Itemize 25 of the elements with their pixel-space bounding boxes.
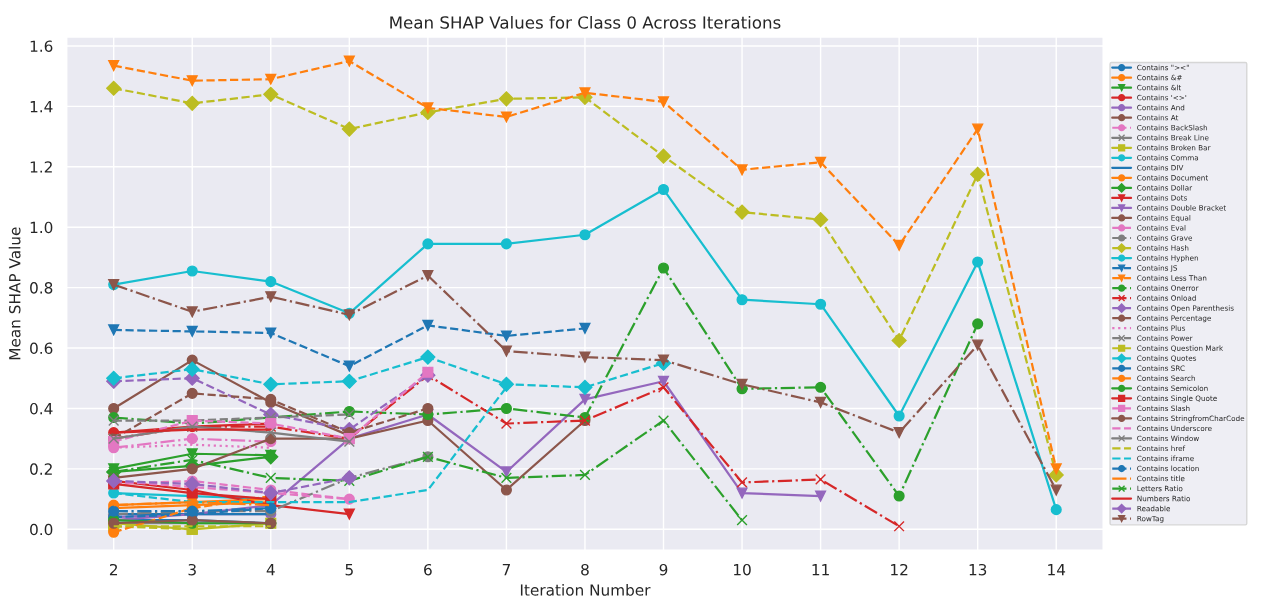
x-tick-label: 12	[891, 563, 908, 576]
chart-title: Mean SHAP Values for Class 0 Across Iterations	[390, 15, 781, 29]
x-tick-label: 3	[188, 563, 196, 576]
x-tick-label: 4	[266, 564, 275, 576]
y-tick-label: 0.2	[30, 463, 52, 475]
y-tick-label: 0.6	[30, 342, 53, 355]
y-tick-label: 1.4	[30, 101, 53, 113]
y-tick-label: 1.2	[30, 161, 52, 173]
x-tick-label: 2	[109, 563, 118, 576]
x-axis-title: Iteration Number	[520, 583, 651, 596]
y-tick-label: 1.0	[30, 221, 53, 234]
x-tick-label: 9	[659, 563, 668, 576]
y-tick-label: 0.0	[30, 523, 53, 536]
y-tick-label: 0.4	[30, 402, 53, 415]
x-tick-label: 11	[812, 564, 829, 576]
x-tick-label: 8	[581, 563, 589, 576]
x-tick-label: 7	[502, 564, 510, 576]
x-tick-label: 13	[969, 563, 987, 576]
y-axis-title: Mean SHAP Value	[8, 227, 21, 360]
x-tick-label: 14	[1048, 564, 1066, 576]
x-tick-label: 5	[345, 564, 353, 576]
x-tick-label: 10	[734, 563, 751, 576]
y-tick-label: 1.6	[30, 40, 53, 52]
y-tick-label: 0.8	[30, 282, 53, 294]
x-tick-label: 6	[424, 563, 432, 576]
